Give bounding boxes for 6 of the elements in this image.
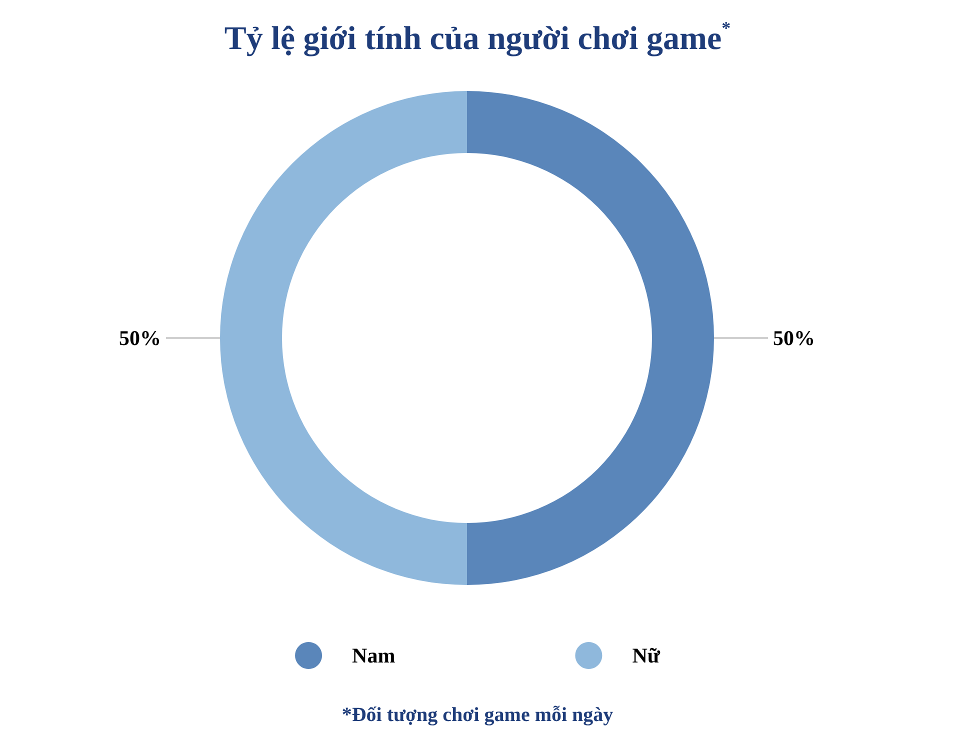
chart-title: Tỷ lệ giới tính của người chơi game* — [224, 18, 731, 57]
data-label: 50% — [773, 326, 815, 350]
data-label: 50% — [119, 326, 161, 350]
text: *Đối tượng chơi game mỗi ngày — [342, 704, 614, 726]
legend-label: Nam — [352, 644, 396, 668]
legend-label: Nữ — [632, 644, 660, 668]
